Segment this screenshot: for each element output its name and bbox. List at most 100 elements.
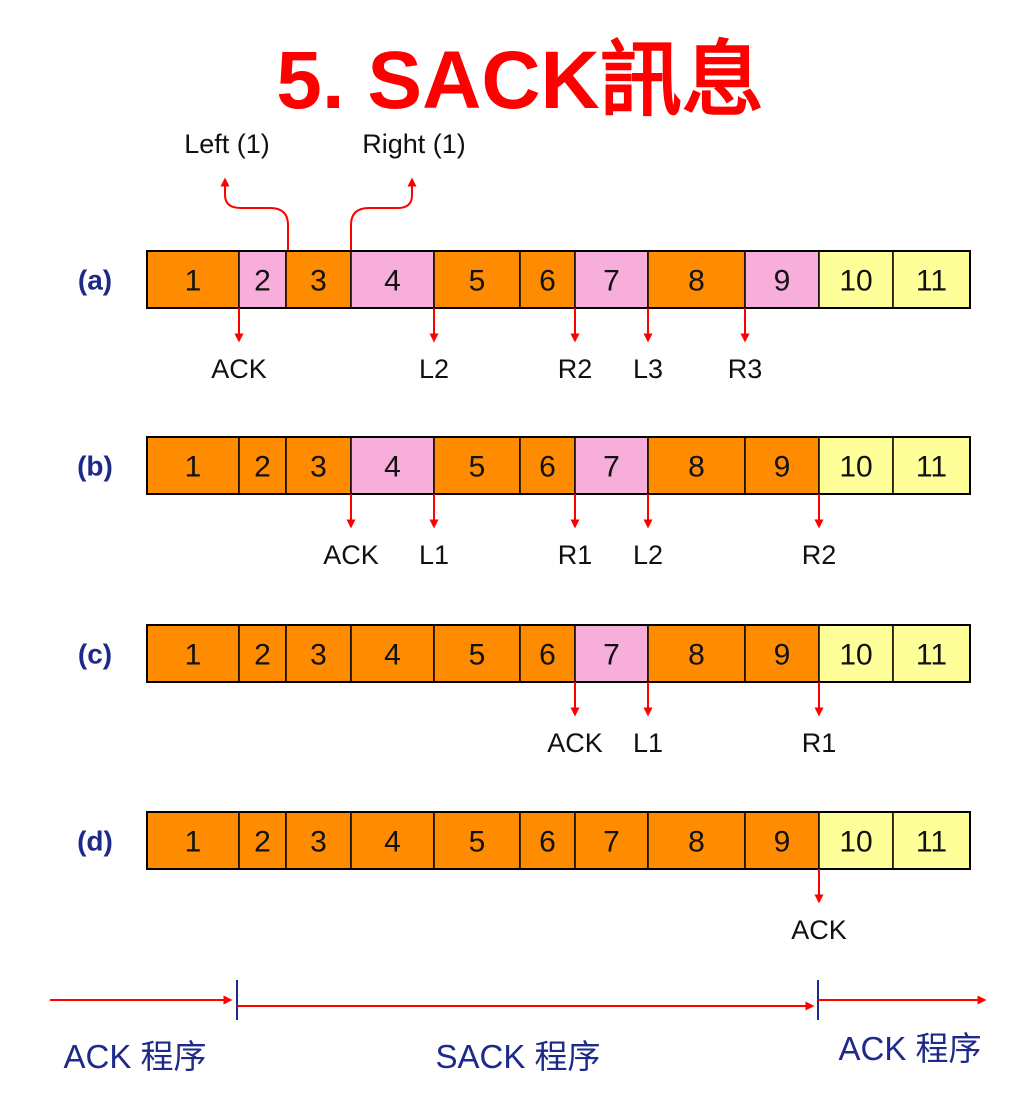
segment-number: 8: [688, 826, 705, 859]
page-title: 5. SACK訊息: [276, 35, 764, 126]
segment-number: 4: [384, 265, 401, 298]
phase-label-ack-right: ACK 程序: [838, 1030, 981, 1067]
segment-cell: [350, 436, 435, 495]
segment-number: 3: [310, 826, 327, 859]
row-c: (c) 1 2 3 4 5 6 7 8 9 10 11 ACK L1 R1: [78, 624, 971, 758]
segment-number: 6: [539, 265, 556, 298]
segment-cell: [146, 250, 240, 309]
segment-number: 6: [539, 639, 556, 672]
segment-cell: [238, 436, 287, 495]
segment-number: 1: [185, 451, 202, 484]
segment-number: 4: [384, 639, 401, 672]
segment-cell: [238, 624, 287, 683]
segment-cell: [818, 624, 894, 683]
marker-label: L1: [633, 728, 663, 758]
segment-cell: [433, 436, 521, 495]
marker-label: L1: [419, 540, 449, 570]
marker-label: L3: [633, 354, 663, 384]
row-label-d: (d): [77, 826, 113, 857]
marker-label: ACK: [211, 354, 267, 384]
segment-cell: [433, 811, 521, 870]
segment-cell: [238, 250, 287, 309]
segment-cell: [818, 250, 894, 309]
marker-label: R1: [802, 728, 837, 758]
row-frame: [146, 624, 971, 683]
marker-label: ACK: [323, 540, 379, 570]
marker-label: L2: [419, 354, 449, 384]
segment-number: 11: [916, 265, 947, 298]
segment-number: 3: [310, 639, 327, 672]
marker-label: ACK: [547, 728, 603, 758]
segment-cell: [285, 624, 352, 683]
segment-number: 4: [384, 451, 401, 484]
segment-number: 4: [384, 826, 401, 859]
segment-number: 3: [310, 265, 327, 298]
segment-number: 10: [839, 639, 872, 672]
segment-number: 11: [916, 826, 947, 859]
row-d: (d) 1 2 3 4 5 6 7 8 9 10 11 ACK: [77, 811, 971, 945]
segment-cell: [285, 436, 352, 495]
segment-number: 1: [185, 639, 202, 672]
segment-number: 1: [185, 265, 202, 298]
row-frame: [146, 811, 971, 870]
right-pointer-arrow: [350, 177, 417, 251]
segment-number: 7: [603, 265, 620, 298]
segment-number: 6: [539, 451, 556, 484]
segment-number: 2: [254, 639, 271, 672]
segment-number: 9: [774, 639, 791, 672]
segment-number: 8: [688, 639, 705, 672]
phase-label-sack: SACK 程序: [435, 1038, 600, 1075]
left-pointer-arrow: [220, 177, 289, 251]
segment-number: 11: [916, 451, 947, 484]
phase-timeline: [50, 980, 987, 1020]
segment-cell: [519, 250, 576, 309]
row-label-b: (b): [77, 451, 113, 482]
segment-number: 10: [839, 265, 872, 298]
marker-label: R2: [558, 354, 593, 384]
segment-cell: [744, 811, 820, 870]
segment-number: 11: [916, 639, 947, 672]
segment-cell: [744, 436, 820, 495]
segment-number: 6: [539, 826, 556, 859]
segment-number: 9: [774, 826, 791, 859]
segment-number: 3: [310, 451, 327, 484]
segment-number: 7: [603, 826, 620, 859]
segment-cell: [647, 436, 746, 495]
marker-label: R1: [558, 540, 593, 570]
segment-number: 2: [254, 265, 271, 298]
segment-number: 2: [254, 826, 271, 859]
row-label-a: (a): [78, 265, 112, 296]
row-b: (b) 1 2 3 4 5 6 7 8 9 10 11 ACK L1 R1 L2 R2: [77, 436, 971, 570]
segment-number: 9: [774, 451, 791, 484]
marker-label: R2: [802, 540, 837, 570]
marker-label: L2: [633, 540, 663, 570]
segment-number: 2: [254, 451, 271, 484]
segment-number: 5: [469, 451, 486, 484]
segment-cell: [818, 436, 894, 495]
segment-number: 8: [688, 451, 705, 484]
segment-number: 10: [839, 451, 872, 484]
segment-number: 7: [603, 639, 620, 672]
left-pointer-label: Left (1): [184, 129, 270, 159]
segment-number: 7: [603, 451, 620, 484]
segment-number: 8: [688, 265, 705, 298]
segment-cell: [350, 811, 435, 870]
segment-number: 1: [185, 826, 202, 859]
segment-number: 5: [469, 826, 486, 859]
row-label-c: (c): [78, 639, 112, 670]
row-frame: [146, 436, 971, 495]
segment-cell: [892, 811, 971, 870]
marker-label: R3: [728, 354, 763, 384]
segment-number: 10: [839, 826, 872, 859]
segment-cell: [892, 624, 971, 683]
segment-number: 9: [774, 265, 791, 298]
segment-number: 5: [469, 265, 486, 298]
segment-cell: [647, 811, 746, 870]
segment-cell: [146, 624, 240, 683]
segment-number: 5: [469, 639, 486, 672]
right-pointer-label: Right (1): [362, 129, 466, 159]
left-right-pointer-arrows: [220, 177, 417, 251]
segment-cell: [647, 250, 746, 309]
